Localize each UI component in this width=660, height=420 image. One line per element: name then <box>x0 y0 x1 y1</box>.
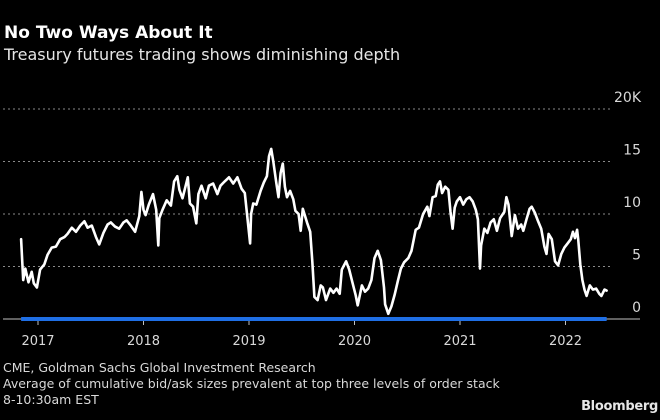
gridlines <box>3 108 612 267</box>
x-axis-ticks: 2017 2018 2019 2020 2021 2022 <box>21 321 582 349</box>
x-tick-label: 2020 <box>338 334 371 349</box>
y-tick-label: 10 <box>623 195 641 211</box>
chart-title: No Two Ways About It <box>4 23 213 43</box>
methodology-note: Average of cumulative bid/ask sizes prev… <box>3 376 500 391</box>
time-window-note: 8-10:30am EST <box>3 392 99 407</box>
series-line <box>19 147 608 316</box>
date-range-bar <box>21 317 607 321</box>
source-note: CME, Goldman Sachs Global Investment Res… <box>3 360 316 375</box>
chart-subtitle: Treasury futures trading shows diminishi… <box>4 45 401 64</box>
x-tick-label: 2017 <box>21 334 54 349</box>
x-tick-label: 2019 <box>232 334 265 349</box>
bloomberg-logo: Bloomberg <box>581 399 658 414</box>
x-tick-label: 2022 <box>549 334 582 349</box>
y-tick-label: 20K <box>614 90 642 106</box>
y-tick-label: 5 <box>632 248 641 264</box>
y-tick-label: 0 <box>632 300 641 316</box>
x-tick-label: 2021 <box>443 334 476 349</box>
x-tick-label: 2018 <box>127 334 160 349</box>
y-tick-label: 15 <box>623 143 641 159</box>
y-axis-ticks: 0 5 10 15 20K <box>614 90 642 316</box>
